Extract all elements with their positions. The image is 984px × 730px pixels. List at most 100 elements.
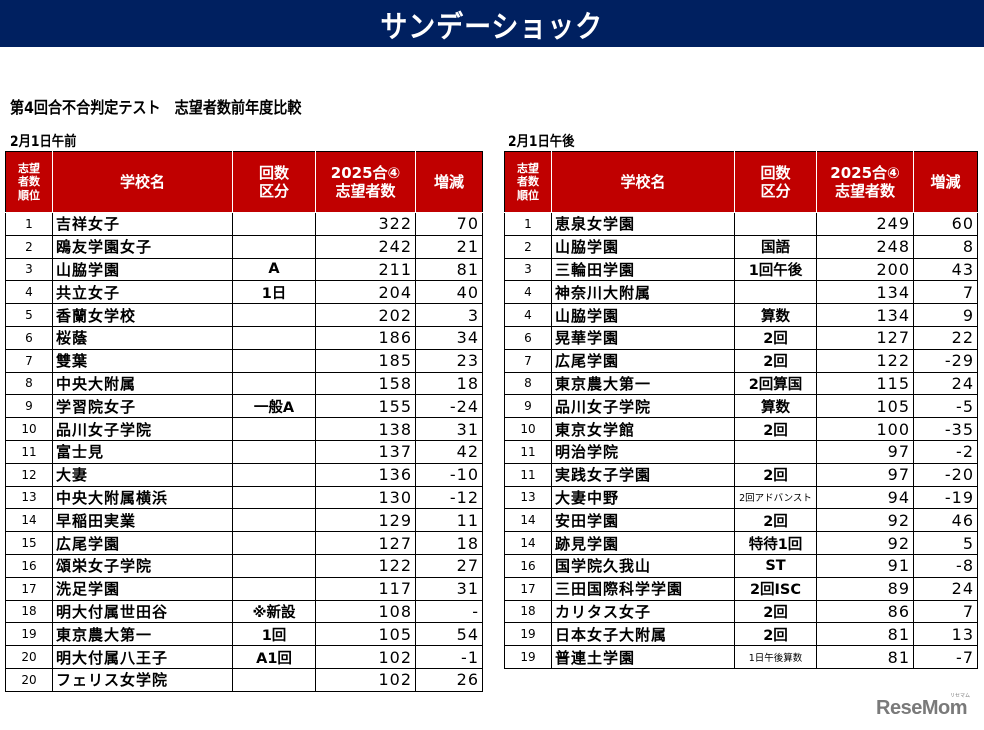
banner-title: サンデーショック bbox=[380, 9, 604, 45]
division-cell: 2回 bbox=[734, 508, 817, 533]
title-banner: サンデーショック bbox=[0, 0, 984, 47]
applicants-cell: 94 bbox=[816, 485, 914, 510]
rank-cell: 14 bbox=[504, 508, 552, 533]
applicants-cell: 108 bbox=[315, 599, 416, 624]
division-cell: 2回 bbox=[734, 599, 817, 624]
school-name-cell: 洗足学園 bbox=[52, 576, 233, 601]
division-cell: 2回 bbox=[734, 348, 817, 373]
table-row: 11 実践女子学園 2回 97 -20 bbox=[504, 462, 978, 487]
applicants-cell: 134 bbox=[816, 280, 914, 305]
table-row: 16 頌栄女子学院 122 27 bbox=[5, 553, 483, 578]
applicants-cell: 81 bbox=[816, 622, 914, 647]
rank-cell: 12 bbox=[5, 462, 53, 487]
applicants-cell: 81 bbox=[816, 645, 914, 669]
applicants-cell: 200 bbox=[816, 257, 914, 282]
division-cell bbox=[232, 485, 316, 510]
table-row: 2 鴎友学園女子 242 21 bbox=[5, 234, 483, 259]
applicants-cell: 322 bbox=[315, 212, 416, 236]
division-cell bbox=[232, 348, 316, 373]
division-cell: 2回 bbox=[734, 325, 817, 350]
rank-cell: 16 bbox=[504, 553, 552, 578]
change-cell: -35 bbox=[913, 417, 978, 441]
change-cell: 43 bbox=[913, 257, 978, 282]
change-cell: 24 bbox=[913, 371, 978, 396]
change-cell: 18 bbox=[415, 371, 483, 396]
change-cell: 60 bbox=[913, 212, 978, 236]
change-cell: 7 bbox=[913, 280, 978, 305]
resemom-logo: ReseMom bbox=[876, 697, 967, 719]
table-row: 3 三輪田学園 1回午後 200 43 bbox=[504, 257, 978, 282]
division-cell bbox=[734, 439, 817, 464]
table-row: 12 大妻 136 -10 bbox=[5, 462, 483, 487]
division-cell bbox=[232, 531, 316, 555]
rank-cell: 14 bbox=[5, 508, 53, 533]
applicants-cell: 122 bbox=[315, 553, 416, 578]
table-row: 4 神奈川大附属 134 7 bbox=[504, 280, 978, 305]
table-row: 10 品川女子学院 138 31 bbox=[5, 417, 483, 441]
table-row: 6 晃華学園 2回 127 22 bbox=[504, 325, 978, 350]
table-header-row: 志望 者数 順位 学校名 回数 区分 2025合④ 志望者数 増減 bbox=[5, 151, 483, 213]
division-cell bbox=[232, 234, 316, 259]
table-row: 20 明大付属八王子 A1回 102 -1 bbox=[5, 645, 483, 669]
school-name-cell: 跡見学園 bbox=[551, 531, 735, 555]
rank-cell: 11 bbox=[504, 462, 552, 487]
applicants-cell: 211 bbox=[315, 257, 416, 282]
change-cell: 13 bbox=[913, 622, 978, 647]
school-name-cell: 品川女子学院 bbox=[52, 417, 233, 441]
applicants-cell: 202 bbox=[315, 303, 416, 327]
table-row: 13 中央大附属横浜 130 -12 bbox=[5, 485, 483, 510]
division-cell: 2回 bbox=[734, 462, 817, 487]
rank-cell: 15 bbox=[5, 531, 53, 555]
school-name-cell: 明治学院 bbox=[551, 439, 735, 464]
school-name-cell: 三輪田学園 bbox=[551, 257, 735, 282]
rank-cell: 20 bbox=[5, 667, 53, 692]
rank-cell: 6 bbox=[504, 325, 552, 350]
school-name-cell: 大妻 bbox=[52, 462, 233, 487]
applicants-cell: 102 bbox=[315, 667, 416, 692]
applicants-cell: 100 bbox=[816, 417, 914, 441]
table-row: 18 カリタス女子 2回 86 7 bbox=[504, 599, 978, 624]
applicants-cell: 136 bbox=[315, 462, 416, 487]
applicants-cell: 129 bbox=[315, 508, 416, 533]
rank-cell: 13 bbox=[5, 485, 53, 510]
school-name-cell: 広尾学園 bbox=[551, 348, 735, 373]
division-cell bbox=[232, 371, 316, 396]
rank-cell: 19 bbox=[5, 622, 53, 647]
table-row: 17 三田国際科学学園 2回ISC 89 24 bbox=[504, 576, 978, 601]
change-cell: 21 bbox=[415, 234, 483, 259]
school-name-cell: 恵泉女学園 bbox=[551, 212, 735, 236]
change-cell: 3 bbox=[415, 303, 483, 327]
change-cell: 31 bbox=[415, 417, 483, 441]
division-cell bbox=[734, 212, 817, 236]
applicants-cell: 127 bbox=[315, 531, 416, 555]
school-name-cell: 山脇学園 bbox=[52, 257, 233, 282]
division-cell bbox=[232, 212, 316, 236]
applicants-cell: 242 bbox=[315, 234, 416, 259]
morning-ranking-table: 志望 者数 順位 学校名 回数 区分 2025合④ 志望者数 増減 1 吉祥女子 322 70… bbox=[5, 151, 483, 692]
table-row: 11 明治学院 97 -2 bbox=[504, 439, 978, 464]
applicants-cell: 122 bbox=[816, 348, 914, 373]
applicants-cell: 86 bbox=[816, 599, 914, 624]
header-school: 学校名 bbox=[551, 151, 735, 213]
table-row: 9 品川女子学院 算数 105 -5 bbox=[504, 394, 978, 419]
header-division: 回数 区分 bbox=[232, 151, 316, 213]
table-row: 20 フェリス女学院 102 26 bbox=[5, 667, 483, 692]
division-cell: 特待1回 bbox=[734, 531, 817, 555]
school-name-cell: 雙葉 bbox=[52, 348, 233, 373]
table-header-row: 志望 者数 順位 学校名 回数 区分 2025合④ 志望者数 増減 bbox=[504, 151, 978, 213]
table-row: 19 普連土学園 1日午後算数 81 -7 bbox=[504, 645, 978, 669]
rank-cell: 4 bbox=[5, 280, 53, 305]
change-cell: 7 bbox=[913, 599, 978, 624]
table-row: 14 跡見学園 特待1回 92 5 bbox=[504, 531, 978, 555]
table-row: 18 明大付属世田谷 ※新設 108- bbox=[5, 599, 483, 624]
division-cell: 算数 bbox=[734, 303, 817, 327]
table-row: 5 香蘭女学校 202 3 bbox=[5, 303, 483, 327]
division-cell bbox=[734, 280, 817, 305]
table-row: 1 吉祥女子 322 70 bbox=[5, 212, 483, 236]
division-cell bbox=[232, 325, 316, 350]
applicants-cell: 105 bbox=[816, 394, 914, 419]
rank-cell: 6 bbox=[5, 325, 53, 350]
header-rank: 志望 者数 順位 bbox=[5, 151, 53, 213]
rank-cell: 18 bbox=[504, 599, 552, 624]
applicants-cell: 89 bbox=[816, 576, 914, 601]
